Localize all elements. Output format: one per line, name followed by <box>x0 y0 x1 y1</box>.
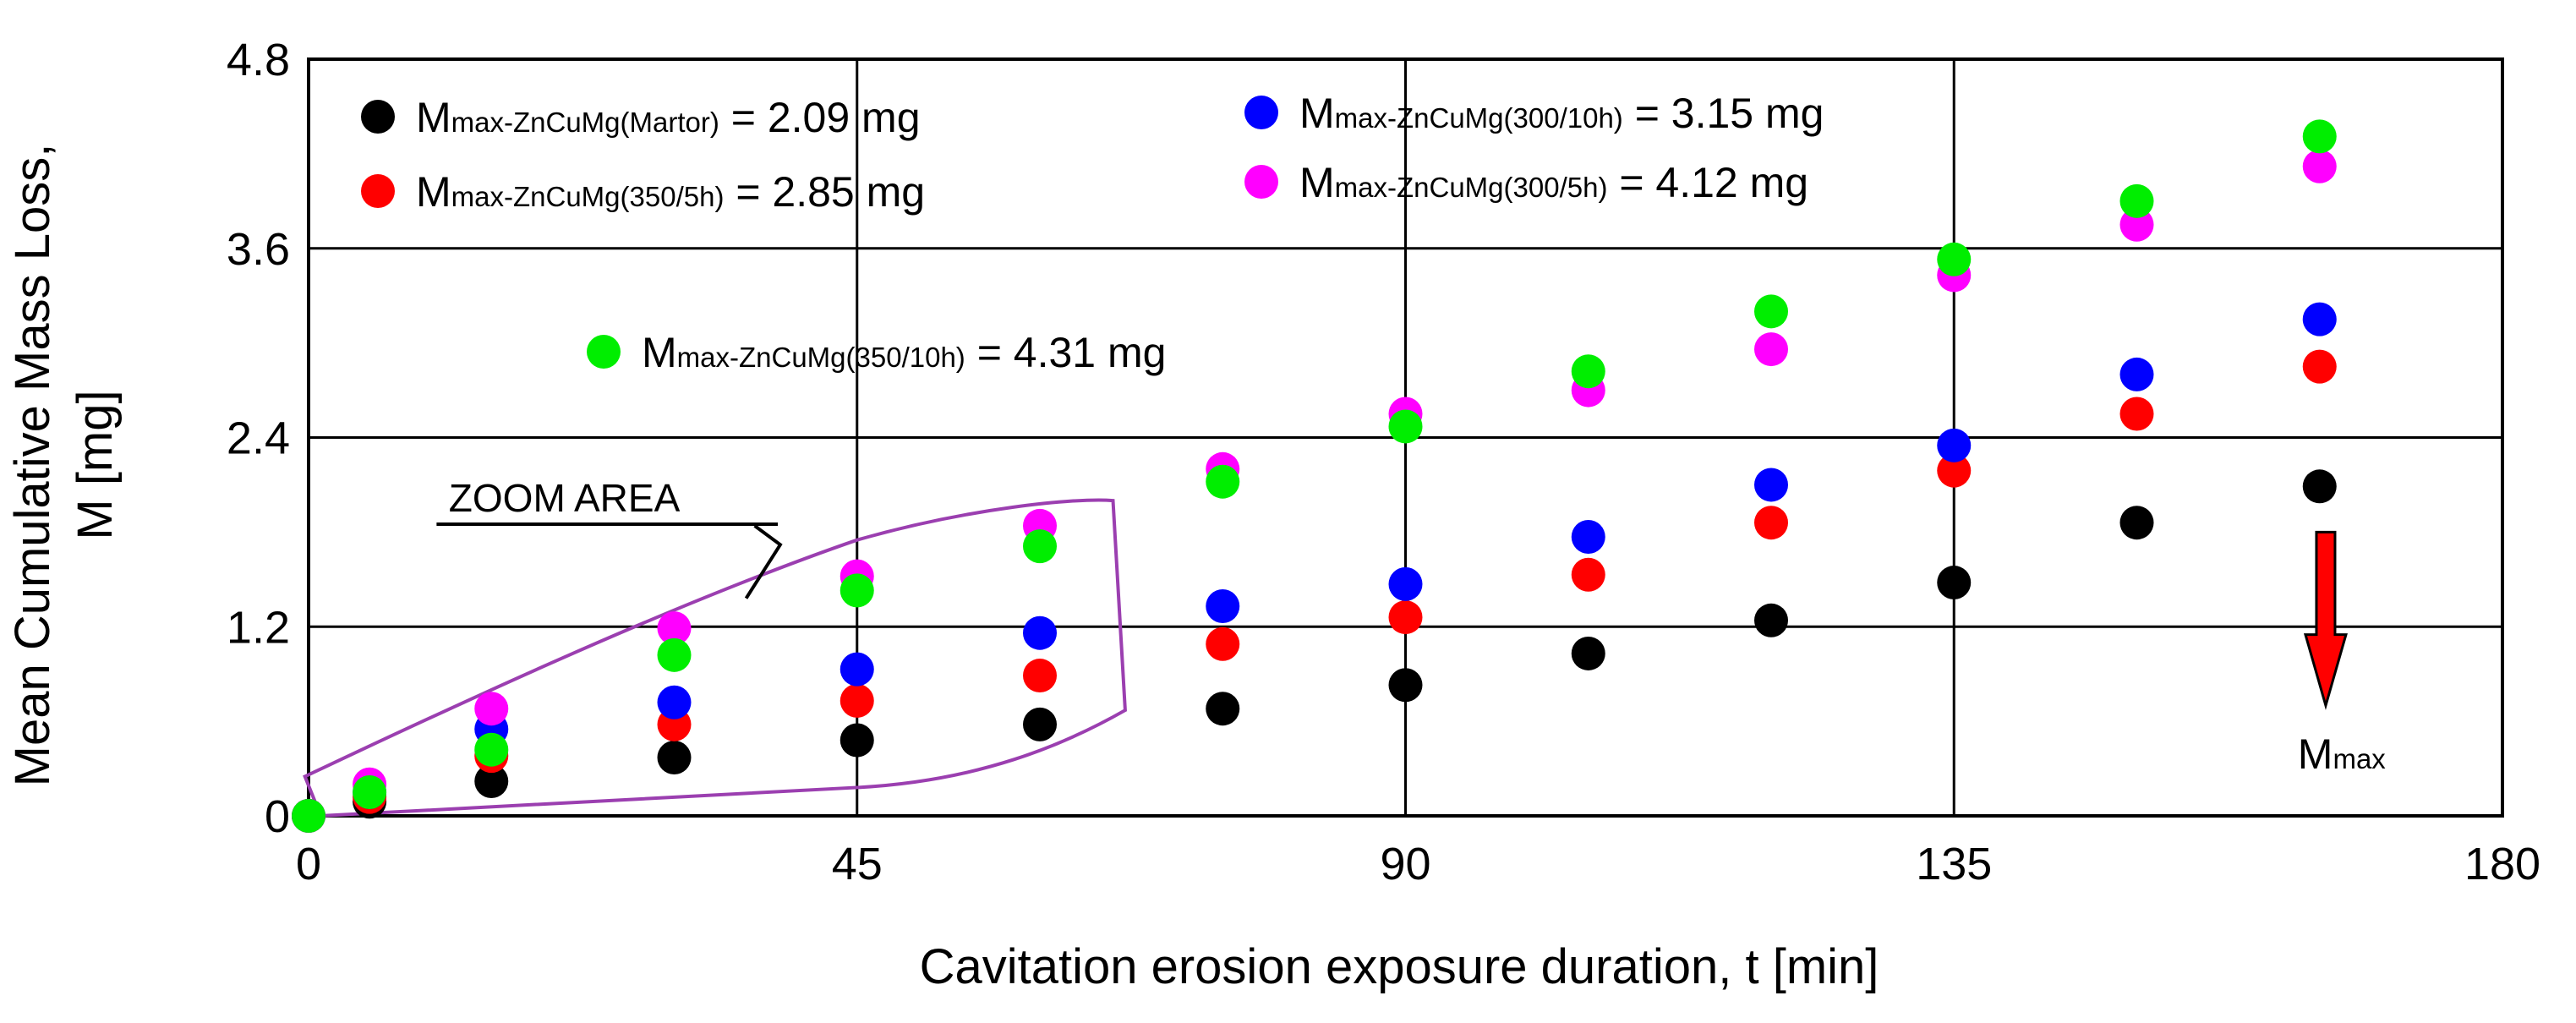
legend-entry-ZnCuMg(350/10h): Mmax-ZnCuMg(350/10h) = 4.31 mg <box>587 329 1166 376</box>
zoom-pointer-line <box>744 524 783 599</box>
series-ZnCuMg(Martor) <box>292 469 2337 833</box>
data-point <box>2119 183 2154 218</box>
data-point <box>840 652 874 687</box>
annotations: ZOOM AREA Mmax <box>303 476 2386 818</box>
data-point <box>657 637 692 672</box>
data-point <box>2119 357 2154 391</box>
legend-label: Mmax-ZnCuMg(300/10h) = 3.15 mg <box>1299 90 1824 137</box>
legend-entry-ZnCuMg(350/5h): Mmax-ZnCuMg(350/5h) = 2.85 mg <box>361 168 925 216</box>
data-point <box>840 683 874 718</box>
legend-entry-ZnCuMg(300/5h): Mmax-ZnCuMg(300/5h) = 4.12 mg <box>1244 159 1808 206</box>
data-point <box>1754 294 1788 329</box>
x-tick-label: 135 <box>1916 839 1992 889</box>
data-point <box>1937 453 1972 488</box>
x-tick-label: 0 <box>296 839 321 889</box>
legend-marker <box>361 174 395 208</box>
zoom-area-label: ZOOM AREA <box>449 476 681 520</box>
legend-marker <box>587 335 621 369</box>
data-point <box>474 692 509 726</box>
data-point <box>1023 659 1057 693</box>
y-tick-label: 3.6 <box>227 224 290 275</box>
data-point <box>1571 519 1605 554</box>
data-point <box>1571 354 1605 389</box>
legend-label: Mmax-ZnCuMg(350/10h) = 4.31 mg <box>642 329 1166 376</box>
data-point <box>1023 529 1057 564</box>
x-axis-title: Cavitation erosion exposure duration, t … <box>920 939 1879 994</box>
plot-frame <box>307 57 2504 818</box>
y-axis-title-line2: M [mg] <box>68 390 123 539</box>
data-point <box>1937 428 1972 462</box>
data-point <box>353 775 387 810</box>
data-point <box>2302 302 2337 336</box>
data-point <box>1754 468 1788 502</box>
data-point <box>2119 207 2154 242</box>
y-tick-label: 0 <box>265 791 290 842</box>
y-tick-label: 4.8 <box>227 35 290 85</box>
zoom-area-outline <box>303 498 1127 818</box>
data-point <box>1571 557 1605 592</box>
legend-marker <box>1244 96 1278 129</box>
y-tick-label: 1.2 <box>227 602 290 653</box>
data-point <box>840 723 874 758</box>
data-point <box>1937 566 1972 600</box>
y-tick-label: 2.4 <box>227 413 290 464</box>
tick-labels: 0 45 90 135 180 0 1.2 2.4 3.6 4.8 <box>227 35 2540 889</box>
data-point <box>1388 668 1423 703</box>
legend-entry-ZnCuMg(Martor): Mmax-ZnCuMg(Martor) = 2.09 mg <box>361 94 921 141</box>
data-point <box>474 732 509 767</box>
data-point <box>2119 506 2154 540</box>
legend-entry-ZnCuMg(300/10h): Mmax-ZnCuMg(300/10h) = 3.15 mg <box>1244 90 1824 137</box>
series-ZnCuMg(350/10h) <box>292 119 2337 833</box>
data-point <box>1388 600 1423 635</box>
legend-marker <box>1244 165 1278 199</box>
plot-border <box>307 57 2504 818</box>
data-point <box>1388 566 1423 601</box>
data-point <box>1754 506 1788 540</box>
data-point <box>1571 636 1605 670</box>
data-point <box>1206 589 1240 624</box>
data-point <box>1206 464 1240 499</box>
data-point <box>474 763 509 798</box>
data-point <box>1023 615 1057 650</box>
data-point <box>2302 119 2337 154</box>
data-point <box>657 685 692 719</box>
mmax-label: Mmax <box>2298 730 2386 778</box>
data-point <box>2302 149 2337 183</box>
data-point <box>1937 242 1972 276</box>
data-point <box>1023 707 1057 741</box>
data-point <box>840 573 874 608</box>
data-point <box>1754 332 1788 367</box>
x-tick-label: 45 <box>832 839 883 889</box>
data-point <box>1388 409 1423 444</box>
mmax-arrow-icon <box>2303 530 2348 710</box>
legend-label: Mmax-ZnCuMg(Martor) = 2.09 mg <box>416 94 921 141</box>
legend-label: Mmax-ZnCuMg(300/5h) = 4.12 mg <box>1299 159 1808 206</box>
data-point <box>292 799 325 833</box>
x-tick-label: 180 <box>2464 839 2540 889</box>
legend: Mmax-ZnCuMg(Martor) = 2.09 mg Mmax-ZnCuMg… <box>361 90 1824 376</box>
data-point <box>657 611 692 646</box>
legend-marker <box>361 100 395 134</box>
data-point <box>2302 469 2337 504</box>
legend-label: Mmax-ZnCuMg(350/5h) = 2.85 mg <box>416 168 925 216</box>
data-point <box>2302 349 2337 384</box>
y-axis-title-line1: Mean Cumulative Mass Loss, <box>5 144 60 787</box>
data-point <box>1206 626 1240 661</box>
data-point <box>657 741 692 775</box>
data-point <box>1206 692 1240 726</box>
data-point <box>1754 603 1788 637</box>
x-tick-label: 90 <box>1380 839 1430 889</box>
data-points <box>292 119 2337 833</box>
data-point <box>2119 397 2154 431</box>
